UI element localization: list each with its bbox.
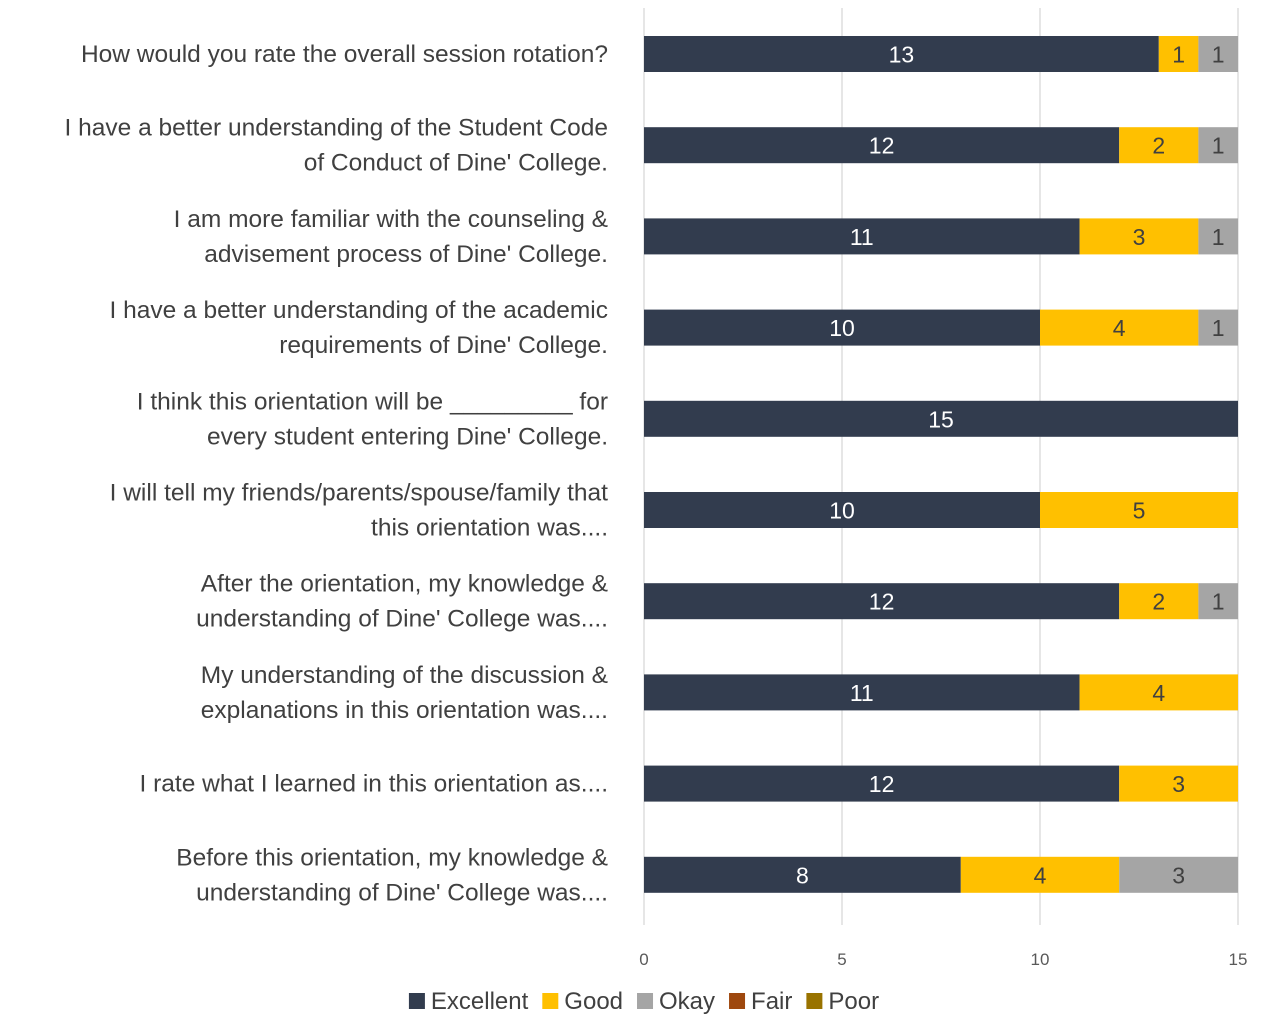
data-label: 13 <box>889 42 915 68</box>
bar-excellent <box>644 127 1120 164</box>
legend-swatch <box>637 993 654 1009</box>
bar-good <box>1158 36 1199 72</box>
data-label: 11 <box>850 224 874 250</box>
data-label: 4 <box>1152 680 1165 706</box>
data-label: 10 <box>829 498 855 524</box>
data-label: 1 <box>1172 42 1185 68</box>
bar-good <box>1040 309 1199 346</box>
category-label: requirements of Dine' College. <box>279 332 608 359</box>
legend-item-fair: Fair <box>729 988 792 1015</box>
legend-swatch <box>542 993 559 1009</box>
category-label: I rate what I learned in this orientatio… <box>140 771 608 798</box>
x-tick-label: 15 <box>1229 950 1248 969</box>
category-label: I will tell my friends/parents/spouse/fa… <box>110 480 609 507</box>
legend-swatch <box>408 993 425 1009</box>
data-label: 8 <box>796 862 809 888</box>
bar-good <box>1040 492 1238 528</box>
bar-excellent <box>644 856 961 893</box>
legend-item-okay: Okay <box>637 988 715 1015</box>
bar-good <box>1079 674 1238 711</box>
category-label: this orientation was.... <box>371 515 608 542</box>
legend: Excellent Good Okay Fair Poor <box>408 988 879 1015</box>
data-label: 3 <box>1172 771 1185 797</box>
bar-okay <box>1198 127 1238 164</box>
category-label: After the orientation, my knowledge & <box>201 571 608 598</box>
legend-label: Fair <box>751 988 792 1015</box>
bar-okay <box>1198 309 1238 346</box>
data-label: 12 <box>869 133 895 159</box>
bar-excellent <box>644 765 1120 802</box>
data-label: 5 <box>1133 498 1146 524</box>
bar-good <box>1119 127 1199 164</box>
category-label: My understanding of the discussion & <box>201 662 608 689</box>
bar-excellent <box>644 492 1040 528</box>
data-label: 1 <box>1212 589 1225 615</box>
legend-label: Okay <box>659 988 715 1015</box>
bar-good <box>1079 218 1199 255</box>
data-label: 11 <box>850 680 874 706</box>
legend-item-poor: Poor <box>806 988 879 1015</box>
category-label: I think this orientation will be _______… <box>137 388 608 415</box>
bar-okay <box>1119 856 1238 893</box>
bar-excellent <box>644 218 1080 255</box>
category-label: I am more familiar with the counseling & <box>174 206 608 233</box>
bar-good <box>1119 583 1199 620</box>
category-label: every student entering Dine' College. <box>207 423 608 450</box>
category-label: understanding of Dine' College was.... <box>196 606 608 633</box>
legend-item-excellent: Excellent <box>408 988 529 1015</box>
bar-okay <box>1198 218 1238 255</box>
bar-good <box>960 856 1120 893</box>
data-label: 15 <box>928 406 954 432</box>
bar-okay <box>1198 36 1238 72</box>
category-label: I have a better understanding of the Stu… <box>65 115 608 142</box>
bar-excellent <box>644 309 1040 346</box>
x-tick-label: 10 <box>1031 950 1050 969</box>
data-label: 10 <box>829 315 855 341</box>
legend-label: Good <box>564 988 623 1015</box>
bar-excellent <box>644 674 1080 711</box>
bar-excellent <box>644 400 1238 437</box>
data-label: 2 <box>1152 589 1165 615</box>
data-label: 4 <box>1034 862 1047 888</box>
category-label: of Conduct of Dine' College. <box>304 150 608 177</box>
bar-excellent <box>644 583 1120 620</box>
data-label: 3 <box>1133 224 1146 250</box>
category-label: Before this orientation, my knowledge & <box>176 844 608 871</box>
data-label: 3 <box>1172 862 1185 888</box>
category-label: explanations in this orientation was.... <box>201 697 608 724</box>
category-label: understanding of Dine' College was.... <box>196 879 608 906</box>
bar-okay <box>1198 583 1238 620</box>
data-label: 1 <box>1212 224 1225 250</box>
category-label: advisement process of Dine' College. <box>204 241 608 268</box>
data-label: 12 <box>869 589 895 615</box>
data-label: 12 <box>869 771 895 797</box>
data-label: 1 <box>1212 133 1225 159</box>
data-label: 1 <box>1212 42 1225 68</box>
bar-excellent <box>644 36 1159 72</box>
category-label: I have a better understanding of the aca… <box>110 297 609 324</box>
data-label: 2 <box>1152 133 1165 159</box>
legend-swatch <box>729 993 746 1009</box>
legend-label: Excellent <box>431 988 529 1015</box>
legend-item-good: Good <box>542 988 623 1015</box>
x-tick-label: 5 <box>837 950 846 969</box>
legend-label: Poor <box>828 988 879 1015</box>
data-label: 4 <box>1113 315 1126 341</box>
bar-good <box>1119 765 1238 802</box>
legend-swatch <box>806 993 823 1009</box>
category-label: How would you rate the overall session r… <box>81 41 608 68</box>
data-label: 1 <box>1212 315 1225 341</box>
x-tick-label: 0 <box>639 950 648 969</box>
